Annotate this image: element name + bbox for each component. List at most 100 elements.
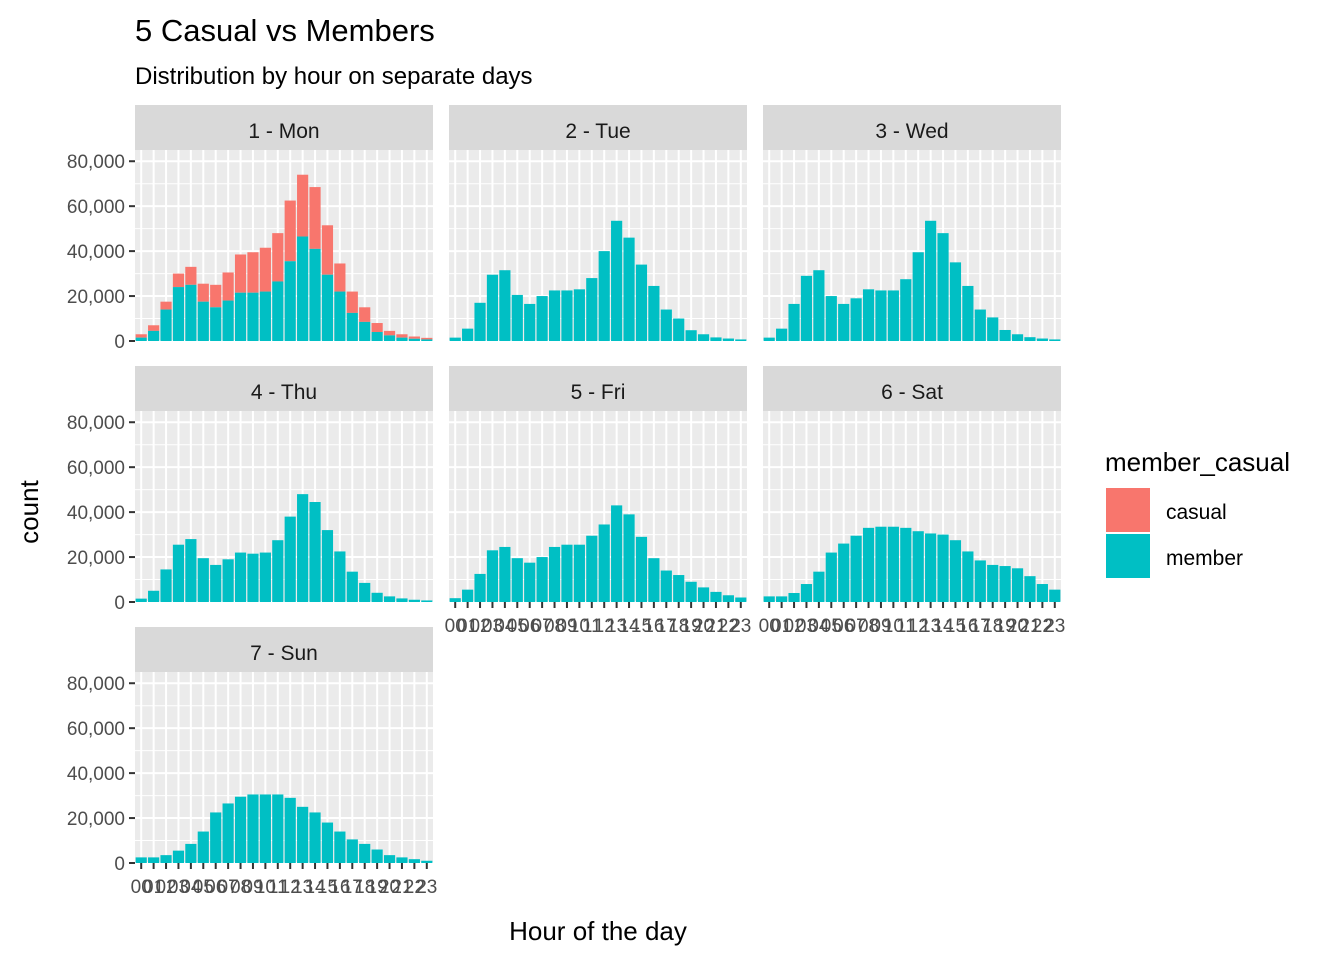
bar-member: [685, 581, 697, 602]
bar-member: [912, 531, 924, 602]
legend-title: member_casual: [1105, 447, 1290, 477]
facet-strip: [449, 105, 747, 150]
bar-casual: [297, 174, 309, 237]
bar-member: [862, 289, 875, 341]
bar-member: [334, 551, 346, 602]
x-tick-label: 00: [759, 616, 780, 637]
bar-member: [813, 571, 825, 602]
x-tick-label: 23: [1044, 616, 1065, 637]
legend-label-casual: casual: [1166, 501, 1227, 524]
x-tick-label: 02: [469, 616, 490, 637]
panel-background: [449, 150, 747, 341]
x-tick-label: 07: [218, 877, 239, 898]
bar-member: [788, 593, 800, 602]
bar-member: [359, 843, 371, 863]
bar-member: [259, 552, 271, 602]
y-tick-label: 80,000: [67, 413, 125, 434]
x-tick-label: 10: [255, 877, 276, 898]
x-tick-label: 00: [131, 877, 152, 898]
bar-member: [697, 334, 710, 341]
bar-member: [334, 291, 346, 341]
facet-label: 3 - Wed: [875, 120, 948, 143]
x-tick-label: 17: [970, 616, 991, 637]
bar-member: [297, 494, 309, 602]
bar-casual: [383, 330, 396, 336]
bar-casual: [396, 334, 408, 338]
y-tick-label: 20,000: [67, 287, 125, 308]
facet-label: 7 - Sun: [250, 642, 318, 665]
x-tick-label: 17: [342, 877, 363, 898]
legend-key-casual: [1106, 488, 1150, 532]
bar-member: [371, 332, 383, 341]
facet-label: 5 - Fri: [571, 381, 626, 404]
bar-member: [660, 570, 672, 602]
bar-member: [284, 261, 296, 341]
bar-member: [160, 309, 172, 341]
bar-member: [383, 855, 396, 863]
x-tick-label: 07: [532, 616, 553, 637]
x-tick-label: 08: [230, 877, 251, 898]
bar-member: [474, 302, 486, 341]
bar-member: [937, 233, 949, 341]
x-tick-label: 18: [668, 616, 689, 637]
x-tick-label: 13: [606, 616, 627, 637]
bar-casual: [172, 273, 185, 288]
bar-member: [148, 590, 160, 602]
facet-panel: 3 - Wed: [763, 105, 1061, 342]
y-tick-label: 80,000: [67, 152, 125, 173]
bar-member: [222, 559, 234, 602]
bar-member: [722, 338, 734, 341]
x-tick-label: 02: [783, 616, 804, 637]
bar-member: [135, 337, 147, 341]
bar-member: [234, 796, 247, 863]
x-tick-label: 14: [932, 616, 954, 637]
bar-member: [259, 794, 271, 863]
bar-member: [1036, 338, 1048, 341]
facet-panel: 1 - Mon 0 20,000 40,000 60,000 80,000: [67, 105, 433, 353]
bar-member: [334, 831, 346, 863]
x-tick-label: 06: [205, 877, 226, 898]
bar-member: [974, 309, 986, 341]
x-tick-label: 19: [681, 616, 702, 637]
bar-member: [925, 533, 937, 602]
bar-member: [1024, 337, 1036, 341]
bar-member: [309, 502, 321, 602]
x-tick-label: 20: [379, 877, 400, 898]
x-tick-label: 07: [846, 616, 867, 637]
bar-member: [561, 544, 573, 602]
bar-member: [259, 291, 271, 341]
bar-casual: [197, 283, 209, 302]
bar-member: [383, 596, 396, 602]
bar-member: [449, 337, 461, 341]
bar-member: [499, 546, 511, 602]
panel-background: [135, 672, 433, 863]
bar-member: [135, 598, 147, 602]
bar-member: [673, 318, 685, 341]
bar-member: [346, 571, 358, 602]
bar-member: [272, 540, 284, 602]
bar-member: [486, 274, 499, 341]
bar-member: [462, 589, 474, 602]
x-tick-label: 09: [242, 877, 263, 898]
panel-background: [449, 411, 747, 602]
x-tick-label: 16: [329, 877, 350, 898]
x-tick-label: 15: [317, 877, 338, 898]
bar-member: [499, 270, 511, 341]
bar-casual: [334, 263, 346, 292]
bar-member: [710, 337, 722, 341]
bar-member: [838, 543, 850, 602]
bar-member: [148, 330, 160, 341]
bar-member: [763, 337, 775, 341]
bar-member: [185, 539, 197, 602]
x-tick-label: 08: [544, 616, 565, 637]
x-tick-label: 11: [896, 616, 916, 637]
bar-member: [197, 301, 209, 341]
bar-member: [474, 573, 486, 602]
bar-member: [660, 309, 672, 341]
bar-member: [937, 534, 949, 602]
y-tick-label: 40,000: [67, 503, 125, 524]
bar-member: [862, 527, 875, 602]
bar-member: [648, 285, 660, 341]
bar-member: [383, 335, 396, 341]
x-tick-label: 05: [821, 616, 842, 637]
